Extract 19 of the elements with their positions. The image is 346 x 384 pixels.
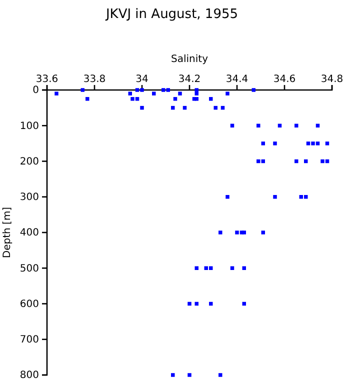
x-tick-label: 33.6 [36, 74, 58, 85]
x-tick-label: 34.4 [226, 74, 248, 85]
y-axis-title: Depth [m] [2, 206, 13, 258]
y-tick-label: 500 [20, 263, 39, 274]
y-tick-label: 100 [20, 120, 39, 132]
x-axis-title: Salinity [171, 54, 208, 65]
y-tick-label: 700 [20, 334, 39, 346]
x-tick-label: 34 [136, 74, 148, 85]
y-tick-label: 600 [20, 298, 39, 310]
y-tick-label: 800 [20, 370, 39, 382]
x-tick-label: 34.2 [178, 74, 201, 85]
chart-title: JKVJ in August, 1955 [104, 7, 238, 22]
x-tick-label: 33.8 [83, 74, 106, 85]
x-tick-label: 34.8 [320, 74, 344, 85]
y-tick-label: 300 [20, 192, 39, 204]
y-tick-label: 0 [32, 85, 39, 96]
y-tick-label: 200 [20, 156, 39, 168]
y-tick-label: 400 [20, 228, 39, 239]
x-tick-label: 34.6 [273, 74, 296, 85]
